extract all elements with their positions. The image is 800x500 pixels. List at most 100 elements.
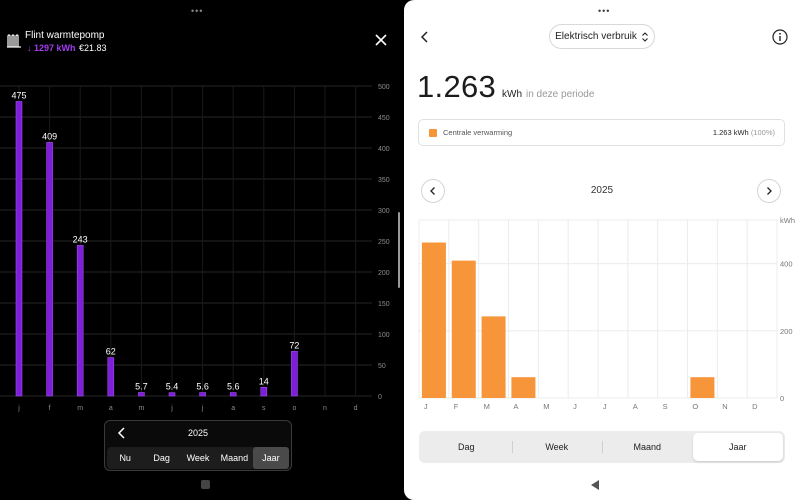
legend-card[interactable]: Centrale verwarming 1.263 kWh (100%) <box>418 119 785 146</box>
tab-jaar[interactable]: Jaar <box>252 447 290 469</box>
x-tick-label: J <box>573 402 577 411</box>
drag-handle[interactable]: ••• <box>191 6 204 16</box>
tab-jaar[interactable]: Jaar <box>692 433 783 461</box>
legend-swatch <box>429 129 437 137</box>
x-tick-label: M <box>543 402 549 411</box>
tab-week[interactable]: Week <box>186 453 210 463</box>
y-tick-label: 300 <box>378 208 390 215</box>
year-label: 2025 <box>590 185 614 196</box>
data-label: 475 <box>11 91 26 101</box>
bar <box>511 377 536 398</box>
x-tick-label: F <box>454 402 459 411</box>
tab-dag[interactable]: Dag <box>457 442 475 452</box>
x-tick-label: j <box>201 405 204 412</box>
period-tabs: Nu Dag Week Maand Jaar <box>107 447 290 469</box>
x-tick-label: s <box>262 405 266 412</box>
y-tick-label: 400 <box>378 146 390 153</box>
x-tick-label: j <box>17 405 20 412</box>
tab-week[interactable]: Week <box>511 433 603 461</box>
scrollbar[interactable] <box>398 212 400 288</box>
x-tick-label: J <box>603 402 607 411</box>
period-segmented-control: Dag Week Maand Jaar <box>419 431 785 463</box>
data-label: 409 <box>42 131 57 141</box>
y-axis-unit: kWh <box>780 216 795 225</box>
home-indicator[interactable] <box>201 480 210 489</box>
bar <box>260 387 268 397</box>
data-label: 243 <box>73 234 88 244</box>
total-suffix: in deze periode <box>526 89 595 100</box>
data-label: 5.7 <box>135 381 148 391</box>
tab-maand[interactable]: Maand <box>602 433 693 461</box>
info-icon[interactable] <box>772 29 788 45</box>
x-tick-label: j <box>170 405 173 412</box>
tab-dag[interactable]: Dag <box>153 453 170 463</box>
tab-nu[interactable]: Nu <box>119 453 131 463</box>
bar <box>138 392 145 397</box>
x-tick-label: D <box>752 402 758 411</box>
bar <box>76 245 84 397</box>
close-icon[interactable] <box>373 32 389 48</box>
right-bar-chart: 0 200 400 kWh J F M A M J J A S O N D <box>418 216 795 411</box>
y-tick-label: 0 <box>378 394 382 401</box>
bar <box>451 260 476 398</box>
x-tick-label: m <box>138 405 144 412</box>
chevron-updown-icon <box>641 31 648 42</box>
data-label: 62 <box>106 347 116 357</box>
y-tick-label: 450 <box>378 115 390 122</box>
period-year: 2025 <box>187 428 209 438</box>
data-label: 14 <box>259 376 269 386</box>
legend-percent: (100%) <box>750 128 775 137</box>
back-triangle-icon[interactable] <box>589 479 601 491</box>
y-tick-label: 250 <box>378 239 390 246</box>
legend-kwh: 1.263 kWh <box>712 128 749 137</box>
chevron-left-icon <box>430 187 435 195</box>
y-tick-label: 0 <box>780 394 784 403</box>
data-label: 5.6 <box>196 382 209 392</box>
prev-year-button[interactable] <box>421 179 445 203</box>
heat-pump-icon <box>7 34 21 48</box>
next-year-button[interactable] <box>757 179 781 203</box>
y-tick-label: 350 <box>378 177 390 184</box>
legend-label: Centrale verwarming <box>443 128 513 137</box>
x-tick-label: N <box>722 402 727 411</box>
y-tick-label: 100 <box>378 332 390 339</box>
left-panel: ••• Flint warmtepomp ↓ 1297 kWh €21.83 0… <box>0 6 400 489</box>
legend-value: 1.263 kWh (100%) <box>713 128 775 137</box>
bar <box>481 316 506 398</box>
chevron-left-icon[interactable] <box>115 426 129 440</box>
bar <box>421 242 446 398</box>
device-name: Flint warmtepomp <box>25 30 105 41</box>
data-label: 72 <box>289 340 299 350</box>
y-tick-label: 400 <box>780 260 793 269</box>
y-tick-label: 50 <box>378 363 386 370</box>
y-tick-label: 200 <box>378 270 390 277</box>
total-value: 1.263 <box>417 69 497 104</box>
y-tick-label: 200 <box>780 327 793 336</box>
bar <box>168 392 176 397</box>
x-tick-label: A <box>633 402 638 411</box>
y-tick-label: 150 <box>378 301 390 308</box>
device-cost: €21.83 <box>79 43 107 53</box>
drag-handle[interactable]: ••• <box>598 6 611 16</box>
x-tick-label: A <box>513 402 518 411</box>
y-tick-label: 500 <box>378 84 390 91</box>
bar <box>690 377 715 398</box>
x-tick-label: J <box>424 402 428 411</box>
tab-maand[interactable]: Maand <box>220 453 249 463</box>
period-selector: 2025 Nu Dag Week Maand Jaar <box>104 420 292 471</box>
x-tick-label: a <box>109 405 113 412</box>
device-kwh: ↓ 1297 kWh <box>27 43 76 53</box>
metric-dropdown-label: Elektrisch verbruik <box>555 31 637 42</box>
x-tick-label: m <box>77 405 83 412</box>
x-tick-label: O <box>692 402 698 411</box>
x-tick-label: o <box>292 405 296 412</box>
bar <box>46 142 53 397</box>
total-unit: kWh <box>502 89 522 100</box>
data-label: 5.4 <box>166 382 179 392</box>
left-bar-chart: 0 50 100 150 200 250 300 350 400 450 500 j 475 f 409 m 2… <box>0 84 390 412</box>
metric-dropdown[interactable]: Elektrisch verbruik <box>549 24 655 49</box>
right-panel: ••• Elektrisch verbruik 1.263 kWh in dez… <box>404 0 800 500</box>
data-label: 5.6 <box>227 382 240 392</box>
bar <box>107 357 115 397</box>
back-chevron-icon[interactable] <box>418 30 432 44</box>
